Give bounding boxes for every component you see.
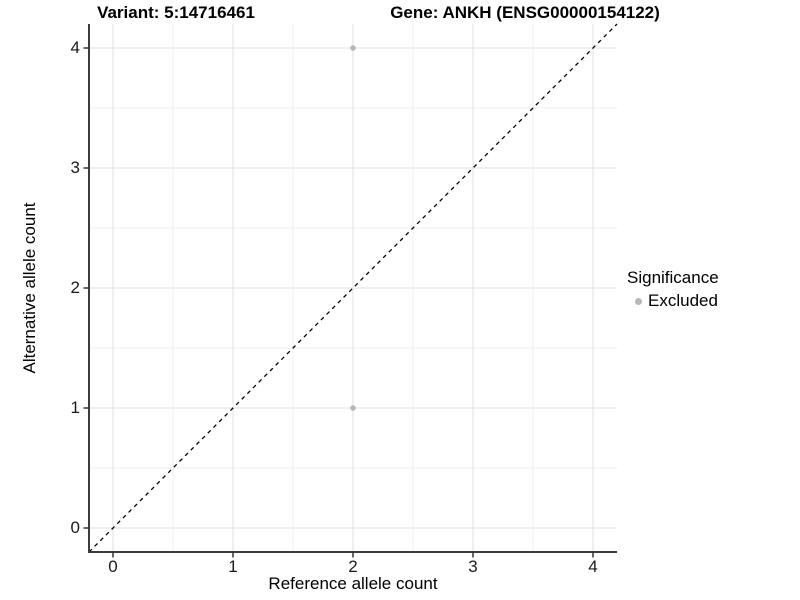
- y-tick-label: 1: [70, 398, 80, 417]
- x-tick-label: 0: [108, 557, 118, 576]
- y-axis-label: Alternative allele count: [20, 202, 39, 374]
- plot-panel: [83, 23, 618, 558]
- legend-item-label: Excluded: [648, 291, 718, 310]
- x-tick-label: 2: [348, 557, 358, 576]
- legend: Significance Excluded: [627, 268, 719, 311]
- x-tick-label: 4: [588, 557, 598, 576]
- x-tick-label: 1: [228, 557, 238, 576]
- y-tick-label: 4: [70, 38, 80, 57]
- x-axis-label: Reference allele count: [268, 574, 438, 593]
- data-point: [350, 45, 356, 51]
- y-tick-label: 2: [70, 278, 80, 297]
- legend-item: Excluded: [627, 291, 719, 311]
- legend-point-icon: [635, 297, 642, 305]
- legend-items: Excluded: [627, 291, 719, 311]
- y-tick-label: 0: [70, 518, 80, 537]
- plot-title-gene: Gene: ANKH (ENSG00000154122): [390, 3, 660, 22]
- plot-title-variant: Variant: 5:14716461: [97, 3, 255, 22]
- plot-canvas: [83, 23, 618, 558]
- y-tick-label: 3: [70, 158, 80, 177]
- x-tick-label: 3: [468, 557, 478, 576]
- data-point: [350, 405, 356, 411]
- legend-title: Significance: [627, 268, 719, 287]
